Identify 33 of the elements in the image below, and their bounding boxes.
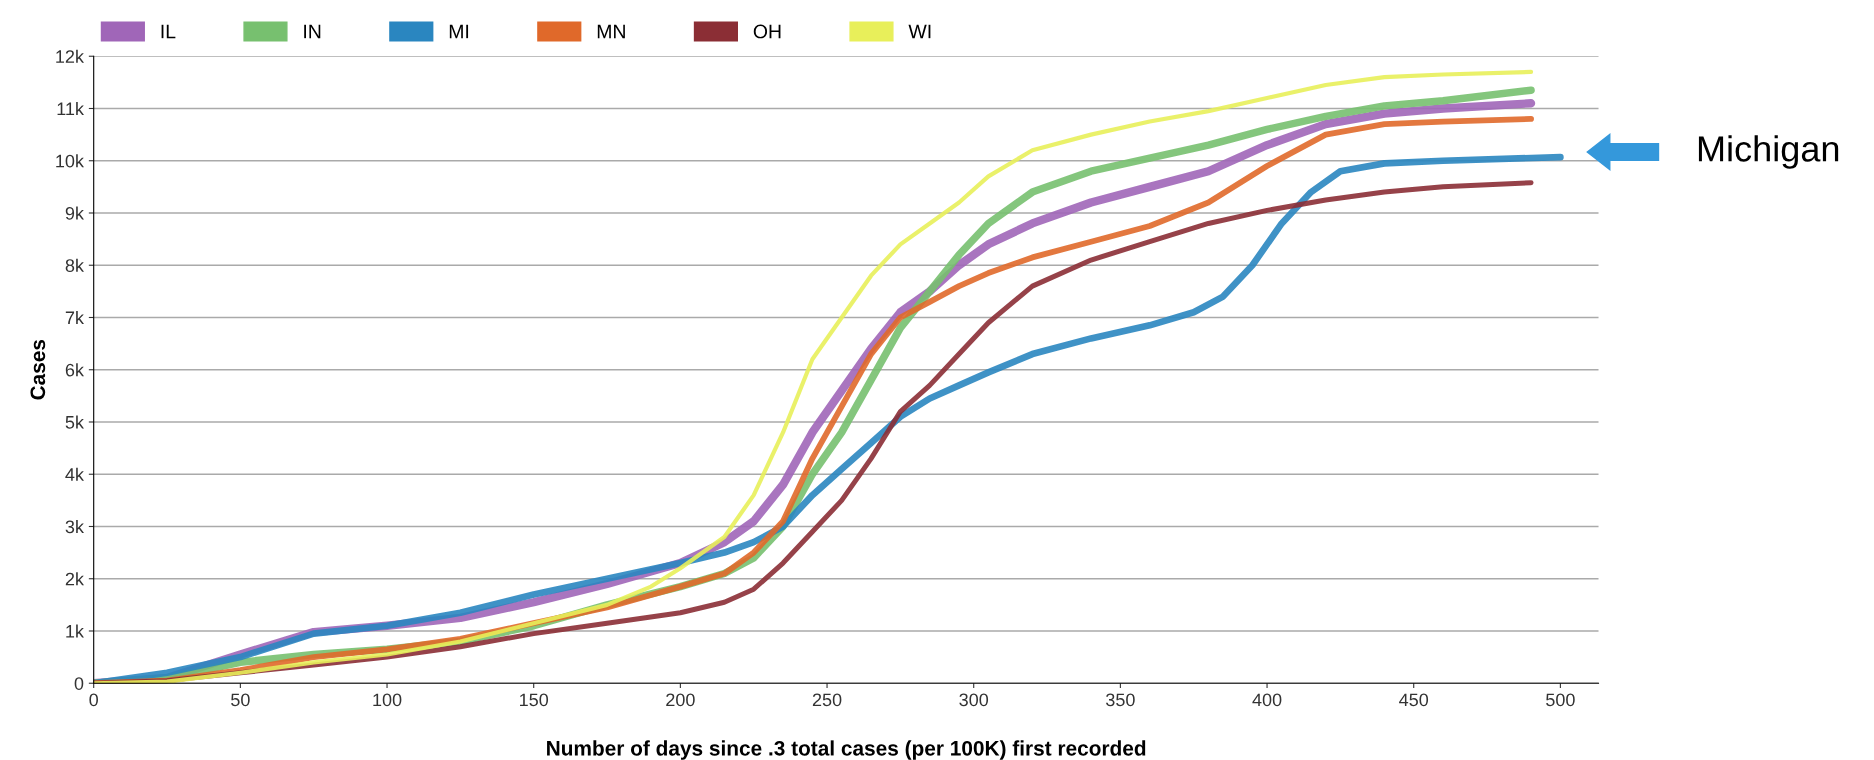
y-axis-title: Cases <box>30 339 46 400</box>
y-tick-label: 4k <box>65 467 84 481</box>
x-tick-label: 350 <box>1106 693 1135 707</box>
x-tick-label: 300 <box>959 693 989 707</box>
x-tick-label: 250 <box>812 693 842 707</box>
y-tick-label: 3k <box>65 519 84 534</box>
legend-label: IN <box>304 24 321 39</box>
text: Michigan <box>1698 135 1839 169</box>
y-tick-label: 2k <box>65 572 84 586</box>
y-tick-label: 6k <box>65 363 84 377</box>
legend-label: WI <box>908 24 931 39</box>
y-tick-label: 12k <box>56 49 85 63</box>
y-tick-label: 10k <box>56 154 85 168</box>
x-tick-label: 100 <box>373 693 402 707</box>
y-tick-label: 8k <box>65 258 84 272</box>
x-tick-label: 200 <box>666 693 695 707</box>
legend-label: MN <box>597 24 625 39</box>
x-tick-label: 500 <box>1546 693 1575 707</box>
legend-label: MI <box>449 24 469 39</box>
y-tick-label: 1k <box>66 624 84 638</box>
y-tick-label: 0 <box>74 677 84 690</box>
legend-label: IL <box>161 24 176 39</box>
x-tick-label: 0 <box>89 693 99 707</box>
x-tick-label: 400 <box>1252 693 1282 707</box>
y-tick-label: 5k <box>65 415 84 429</box>
x-tick-label: 150 <box>520 693 549 707</box>
y-tick-label: 7k <box>65 310 84 325</box>
x-tick-label: 50 <box>231 693 250 707</box>
legend-label: OH <box>753 24 781 39</box>
x-tick-label: 450 <box>1399 693 1429 707</box>
x-axis-title: Number of days since .3 total cases (per 100K) first recorded <box>547 740 1146 760</box>
y-tick-label: 9k <box>65 206 84 220</box>
y-tick-label: 11k <box>57 101 85 116</box>
